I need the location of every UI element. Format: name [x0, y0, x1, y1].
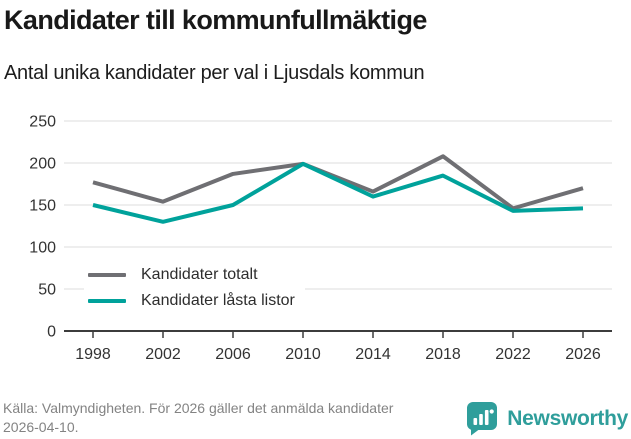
legend-item-total: Kandidater totalt	[88, 262, 295, 288]
y-tick-label: 200	[29, 156, 56, 173]
series-line-0	[92, 154, 584, 211]
y-tick-label: 150	[29, 198, 56, 215]
x-tick-label: 1998	[75, 346, 111, 363]
x-tick-label: 2010	[285, 346, 321, 363]
x-tick-label: 2022	[495, 346, 531, 363]
brand-name: Newsworthy	[507, 406, 628, 430]
legend-label-total: Kandidater totalt	[141, 266, 258, 283]
newsworthy-logo: Newsworthy	[466, 401, 628, 436]
x-tick-label: 2026	[565, 346, 601, 363]
y-tick-label: 50	[38, 282, 56, 299]
x-tick-label: 2018	[425, 346, 461, 363]
chart-legend: Kandidater totalt Kandidater låsta listo…	[84, 260, 305, 318]
y-tick-label: 0	[47, 324, 56, 341]
x-tick-label: 2006	[215, 346, 251, 363]
x-tick-label: 2002	[145, 346, 181, 363]
source-note: Källa: Valmyndigheten. För 2026 gäller d…	[3, 400, 394, 435]
series-line-1	[92, 161, 584, 224]
x-tick-label: 2014	[355, 346, 391, 363]
y-tick-label: 250	[29, 114, 56, 131]
newsworthy-logo-icon	[467, 402, 498, 436]
legend-item-locked-lists: Kandidater låsta listor	[88, 288, 295, 314]
page-title: Kandidater till kommunfullmäktige	[4, 5, 427, 35]
y-tick-label: 100	[29, 240, 56, 257]
legend-swatch-locked-lists	[88, 298, 126, 304]
chart-subtitle: Antal unika kandidater per val i Ljusdal…	[4, 62, 425, 84]
legend-label-locked-lists: Kandidater låsta listor	[141, 292, 295, 309]
legend-swatch-total	[88, 272, 126, 278]
